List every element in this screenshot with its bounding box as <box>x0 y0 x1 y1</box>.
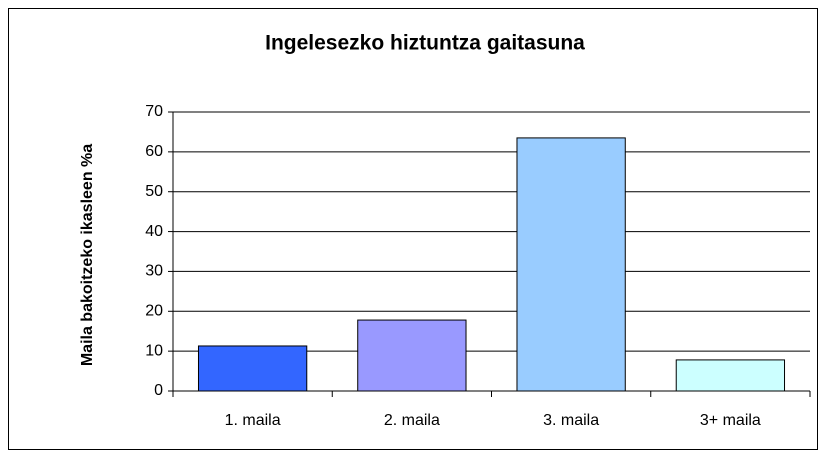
y-tick-label: 70 <box>145 103 163 120</box>
x-tick-label: 1. maila <box>225 412 281 429</box>
y-tick-label: 10 <box>145 342 163 359</box>
y-tick-label: 40 <box>145 223 163 240</box>
y-axis-label: Maila bakoitzeko ikasleen %a <box>79 144 96 366</box>
bar <box>197 345 308 392</box>
bar <box>675 359 786 392</box>
y-tick-label: 0 <box>154 382 163 399</box>
y-tick-label: 60 <box>145 143 163 160</box>
bar <box>516 137 626 392</box>
chart-title: Ingelesezko hiztuntza gaitasuna <box>265 32 585 55</box>
bar <box>357 319 467 392</box>
x-tick-label: 3+ maila <box>700 412 761 429</box>
x-tick-label: 2. maila <box>384 412 440 429</box>
y-tick-label: 50 <box>145 183 163 200</box>
y-tick-label: 20 <box>145 303 163 320</box>
y-tick-label: 30 <box>145 263 163 280</box>
x-tick-label: 3. maila <box>543 412 599 429</box>
